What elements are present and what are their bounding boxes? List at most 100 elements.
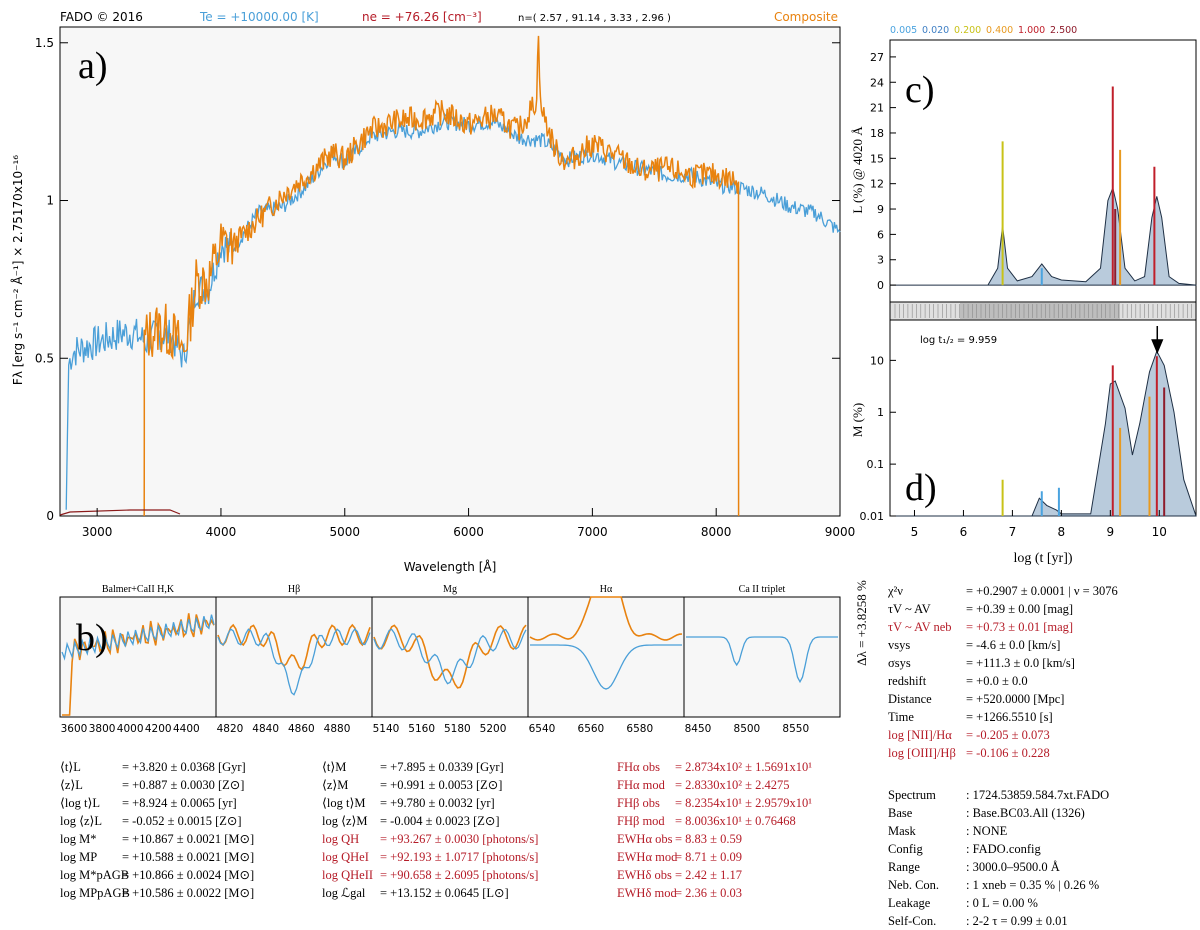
d-xtick-label: 8 bbox=[1058, 525, 1066, 539]
d-xtick-label: 6 bbox=[960, 525, 968, 539]
stat-key: τV ~ AV bbox=[888, 602, 931, 616]
zoom-window-title: Hβ bbox=[288, 584, 300, 595]
zoom-tick-label: 5180 bbox=[444, 723, 471, 735]
legend-z-entry: 0.200 bbox=[954, 25, 981, 36]
stat-value: = +92.193 ± 1.0717 [photons/s] bbox=[380, 850, 539, 864]
stat-row: Leakage: 0 L = 0.00 % bbox=[888, 894, 1109, 912]
zoom-tick-label: 4000 bbox=[117, 723, 144, 735]
stat-row: FHα obs = 2.8734x10² ± 1.5691x10¹ bbox=[617, 758, 812, 776]
d-tick-label: 0.01 bbox=[860, 510, 885, 523]
stat-value: = +8.924 ± 0.0065 [yr] bbox=[122, 796, 237, 810]
zoom-model-line bbox=[686, 636, 838, 684]
zoom-window-title: Mg bbox=[443, 584, 457, 595]
zoom-tick-label: 6540 bbox=[529, 723, 556, 735]
stat-key: log QHeI bbox=[322, 850, 369, 864]
y-tick-label: 0 bbox=[46, 509, 54, 523]
zoom-tick-label: 6560 bbox=[578, 723, 605, 735]
zoom-tick-label: 4840 bbox=[252, 723, 279, 735]
stat-value: = +10.588 ± 0.0021 [M⊙] bbox=[122, 850, 255, 864]
stat-value: = -0.205 ± 0.073 bbox=[966, 728, 1050, 742]
stat-value: = +0.73 ± 0.01 [mag] bbox=[966, 620, 1074, 634]
stat-row: Base: Base.BC03.All (1326) bbox=[888, 804, 1109, 822]
d-tick-label: 10 bbox=[870, 354, 884, 367]
stat-row: vsys = -4.6 ± 0.0 [km/s] bbox=[888, 636, 1118, 654]
stat-value: = +0.39 ± 0.00 [mag] bbox=[966, 602, 1074, 616]
panel-a-label: a) bbox=[78, 45, 108, 87]
stat-value: : 1724.53859.584.7xt.FADO bbox=[966, 788, 1110, 802]
zoom-window-title: Hα bbox=[600, 584, 613, 595]
stat-row: EWHδ obs = 2.42 ± 1.17 bbox=[617, 866, 812, 884]
stat-row: ⟨z⟩L = +0.887 ± 0.0030 [Z⊙] bbox=[60, 776, 254, 794]
x-tick-label: 7000 bbox=[577, 525, 608, 539]
zoom-tick-label: 5160 bbox=[408, 723, 435, 735]
stat-row: FHα mod = 2.8330x10² ± 2.4275 bbox=[617, 776, 812, 794]
stat-row: ⟨log t⟩L = +8.924 ± 0.0065 [yr] bbox=[60, 794, 254, 812]
stat-key: Neb. Con. bbox=[888, 878, 940, 892]
stat-row: χ²ν = +0.2907 ± 0.0001 | ν = 3076 bbox=[888, 582, 1118, 600]
stat-row: EWHα obs = 8.83 ± 0.59 bbox=[617, 830, 812, 848]
stat-row: log ⟨z⟩L = -0.052 ± 0.0015 [Z⊙] bbox=[60, 812, 254, 830]
stat-key: log QH bbox=[322, 832, 360, 846]
stat-key: ⟨log t⟩M bbox=[322, 796, 366, 810]
c-tick-label: 0 bbox=[877, 279, 884, 292]
y-tick-label: 1.5 bbox=[35, 36, 54, 50]
c-tick-label: 9 bbox=[877, 203, 884, 216]
spectrum-panel-a: a) 3000 4000 5000 6000 7000 8000 9000 0 0.5 1 1.5… bbox=[10, 26, 856, 574]
x-tick-label: 3000 bbox=[82, 525, 113, 539]
stat-row: τV ~ AV neb = +0.73 ± 0.01 [mag] bbox=[888, 618, 1118, 636]
x-tick-label: 8000 bbox=[701, 525, 732, 539]
c-tick-label: 6 bbox=[877, 228, 884, 241]
stat-value: = +9.780 ± 0.0032 [yr] bbox=[380, 796, 495, 810]
zoom-observed-line bbox=[529, 596, 683, 641]
stat-key: ⟨t⟩M bbox=[322, 760, 347, 774]
y-tick-label: 0.5 bbox=[35, 351, 54, 365]
stat-key: Distance bbox=[888, 692, 932, 706]
stat-key: EWHδ obs bbox=[617, 868, 672, 882]
stats-mid-block: ⟨t⟩M = +7.895 ± 0.0339 [Gyr] ⟨z⟩M = +0.991 … bbox=[322, 758, 538, 902]
d-xtick-label: 9 bbox=[1106, 525, 1114, 539]
stat-value: = +0.991 ± 0.0053 [Z⊙] bbox=[380, 778, 503, 792]
stat-key: Base bbox=[888, 806, 913, 820]
stat-value: = +0.0 ± 0.0 bbox=[966, 674, 1028, 688]
zoom-window-frame bbox=[683, 596, 841, 718]
stat-row: Distance = +520.0000 [Mpc] bbox=[888, 690, 1118, 708]
metallicity-legend: 0.005 0.020 0.200 0.400 1.000 2.500 bbox=[890, 25, 1077, 36]
stat-value: = -4.6 ± 0.0 [km/s] bbox=[966, 638, 1061, 652]
stat-value: = 8.83 ± 0.59 bbox=[675, 832, 743, 846]
stat-row: log QH = +93.267 ± 0.0030 [photons/s] bbox=[322, 830, 538, 848]
stat-key: τV ~ AV neb bbox=[888, 620, 952, 634]
stat-value: = 2.42 ± 1.17 bbox=[675, 868, 743, 882]
x-axis-label: Wavelength [Å] bbox=[404, 559, 497, 574]
stat-value: = 2.8734x10² ± 1.5691x10¹ bbox=[675, 760, 813, 774]
stat-row: FHβ obs = 8.2354x10¹ ± 2.9579x10¹ bbox=[617, 794, 812, 812]
stat-value: = +111.3 ± 0.0 [km/s] bbox=[966, 656, 1075, 670]
stat-key: log [NII]/Hα bbox=[888, 728, 952, 742]
stat-key: Leakage bbox=[888, 896, 931, 910]
stat-key: Time bbox=[888, 710, 914, 724]
stat-key: χ²ν bbox=[888, 584, 903, 598]
nebular-continuum-line bbox=[59, 509, 181, 516]
stat-row: Time = +1266.5510 [s] bbox=[888, 708, 1118, 726]
x-tick-label: 9000 bbox=[825, 525, 856, 539]
header-n-values: n=( 2.57 , 91.14 , 3.33 , 2.96 ) bbox=[518, 13, 671, 24]
stat-key: Config bbox=[888, 842, 923, 856]
stat-row: Spectrum: 1724.53859.584.7xt.FADO bbox=[888, 786, 1109, 804]
stat-value: = +7.895 ± 0.0339 [Gyr] bbox=[380, 760, 504, 774]
stat-value: : 3000.0–9500.0 Å bbox=[966, 860, 1060, 874]
stat-row: Mask: NONE bbox=[888, 822, 1109, 840]
stat-row: FHβ mod = 8.0036x10¹ ± 0.76468 bbox=[617, 812, 812, 830]
zoom-windows-panel-b: Balmer+CaII H,K 3600 3800 4000 4200 4400 Hβ 482… bbox=[59, 584, 841, 735]
light-fraction-panel-c: 0 3 6 9 12 15 18 21 24 27 c) L (%) @ 4020 Å bbox=[850, 39, 1197, 303]
stat-row: ⟨log t⟩M = +9.780 ± 0.0032 [yr] bbox=[322, 794, 538, 812]
zoom-tick-label: 8500 bbox=[734, 723, 761, 735]
stat-row: Neb. Con.: 1 xneb = 0.35 % | 0.26 % bbox=[888, 876, 1109, 894]
figure-canvas: FADO © 2016 Te = +10000.00 [K] ne = +76.… bbox=[10, 10, 1197, 735]
stat-value: = +90.658 ± 2.6095 [photons/s] bbox=[380, 868, 539, 882]
stat-row: log MP = +10.588 ± 0.0021 [M⊙] bbox=[60, 848, 254, 866]
panel-c-frame bbox=[889, 39, 1197, 303]
c-tick-label: 15 bbox=[870, 152, 884, 165]
zoom-tick-label: 4200 bbox=[145, 723, 172, 735]
zoom-model-line bbox=[530, 644, 682, 690]
zoom-window: Mg 5140 5160 5180 5200 bbox=[371, 584, 529, 735]
panel-c-ylabel: L (%) @ 4020 Å bbox=[850, 126, 865, 214]
